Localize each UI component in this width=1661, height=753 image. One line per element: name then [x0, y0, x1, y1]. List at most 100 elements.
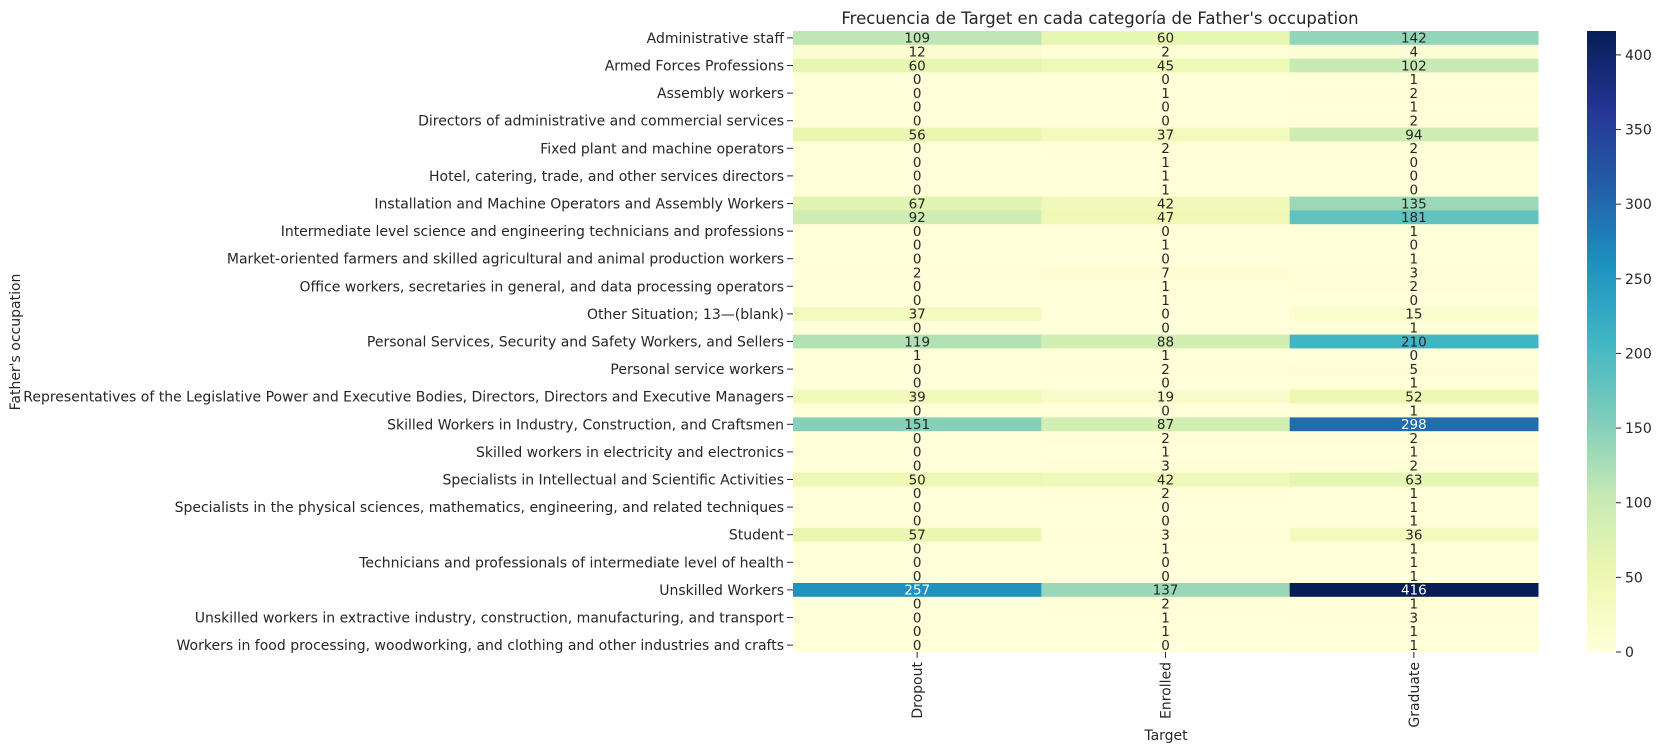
heatmap-cell	[1041, 376, 1291, 391]
colorbar-tick-label: 400	[1625, 48, 1652, 64]
heatmap-cell-label: 45	[1157, 58, 1174, 74]
y-tick-label: Armed Forces Professions	[605, 59, 784, 75]
heatmap-cell-label: 1	[1410, 321, 1419, 337]
chart-title: Frecuencia de Target en cada categoría d…	[841, 9, 1358, 28]
y-tick-label: Assembly workers	[657, 86, 784, 102]
heatmap-cell-label: 60	[1157, 31, 1174, 47]
heatmap-cell	[1041, 265, 1291, 280]
heatmap-cell	[793, 583, 1042, 598]
heatmap-cell	[793, 334, 1042, 349]
heatmap-cell	[793, 155, 1042, 170]
heatmap-cell	[1289, 224, 1539, 239]
y-axis-ticks: Administrative staff Armed Forces Profess…	[23, 31, 793, 654]
heatmap-cell-label: 0	[1161, 307, 1170, 323]
heatmap-cell	[1041, 624, 1291, 639]
heatmap-cell-label: 0	[913, 624, 922, 640]
heatmap-cell	[793, 610, 1042, 625]
heatmap-cell-label: 0	[913, 445, 922, 461]
heatmap-cell	[793, 293, 1042, 308]
heatmap-cell-label: 0	[1161, 100, 1170, 116]
heatmap-cell-label: 2	[1410, 141, 1419, 157]
x-tick-label: Dropout	[910, 661, 926, 718]
colorbar-tick-label: 100	[1625, 496, 1652, 512]
heatmap-cell-label: 0	[913, 114, 922, 130]
heatmap-cell	[1041, 141, 1291, 156]
heatmap-cell	[793, 169, 1042, 184]
heatmap-cell	[1289, 307, 1539, 322]
heatmap-cell	[793, 127, 1042, 142]
heatmap-cell	[1289, 293, 1539, 308]
heatmap-cell	[1041, 182, 1291, 198]
heatmap-cell	[793, 596, 1042, 612]
heatmap-cell-label: 0	[913, 169, 922, 185]
heatmap-cell-label: 1	[1410, 403, 1419, 419]
heatmap-cell-label: 42	[1157, 196, 1174, 212]
heatmap-cell-label: 1	[1410, 541, 1419, 557]
heatmap-cell	[1041, 293, 1291, 308]
heatmap-cell-label: 0	[1410, 293, 1419, 309]
heatmap-cell	[1289, 527, 1539, 543]
heatmap-cell-label: 0	[913, 541, 922, 557]
heatmap-cell-label: 0	[1161, 403, 1170, 419]
heatmap-cell	[1289, 638, 1539, 653]
heatmap-cell	[1289, 334, 1539, 349]
colorbar-gradient	[1587, 31, 1616, 652]
colorbar-tick-label: 350	[1625, 123, 1652, 139]
heatmap-cell	[1041, 72, 1291, 87]
heatmap-cell-label: 36	[1405, 528, 1422, 544]
heatmap-cell-label: 0	[913, 72, 922, 88]
heatmap-cell	[1041, 127, 1291, 142]
heatmap-cell-label: 92	[909, 210, 926, 226]
heatmap-cell-label: 50	[909, 472, 926, 488]
colorbar-tick-label: 250	[1625, 272, 1652, 288]
heatmap-cell-label: 3	[1410, 265, 1419, 281]
heatmap-cell-label: 37	[1157, 127, 1174, 143]
heatmap-cell-label: 0	[1161, 72, 1170, 88]
y-tick-label: Workers in food processing, woodworking,…	[177, 638, 784, 654]
heatmap-cells	[793, 31, 1539, 653]
heatmap-cell-label: 0	[913, 224, 922, 240]
y-tick-label: Skilled workers in electricity and elect…	[476, 445, 784, 461]
heatmap-cell	[1289, 182, 1539, 198]
heatmap-cell-label: 2	[1161, 486, 1170, 502]
heatmap-cell	[793, 251, 1042, 267]
heatmap-cell	[1041, 514, 1291, 529]
heatmap-cell	[793, 362, 1042, 377]
heatmap-cell-label: 0	[1161, 555, 1170, 571]
y-tick-label: Specialists in the physical sciences, ma…	[175, 500, 784, 516]
colorbar-tick-label: 150	[1625, 421, 1652, 437]
heatmap-cell	[1289, 376, 1539, 391]
heatmap-cell	[1041, 486, 1291, 501]
heatmap-cell-label: 0	[1410, 348, 1419, 364]
heatmap-cell	[1041, 610, 1291, 625]
heatmap-cell	[793, 527, 1042, 543]
y-tick-label: Unskilled Workers	[659, 583, 784, 599]
y-tick-label: Other Situation; 13—(blank)	[587, 307, 784, 323]
heatmap-cell-label: 0	[913, 100, 922, 116]
heatmap-cell	[1289, 155, 1539, 170]
y-tick-label: Intermediate level science and engineeri…	[281, 224, 784, 240]
heatmap-cell-label: 2	[1410, 279, 1419, 295]
heatmap-cell-label: 3	[1161, 528, 1170, 544]
colorbar-tick-label: 200	[1625, 346, 1652, 362]
heatmap-cell	[793, 210, 1042, 225]
heatmap-cell-label: 67	[909, 196, 926, 212]
heatmap-cell-label: 1	[1161, 610, 1170, 626]
x-axis-ticks: Dropout Enrolled Graduate	[910, 652, 1423, 728]
heatmap-cell-label: 0	[913, 569, 922, 585]
heatmap-cell-label: 60	[909, 58, 926, 74]
heatmap-cell-label: 0	[1410, 183, 1419, 199]
heatmap-cell	[1289, 417, 1539, 432]
x-axis-label: Target	[1143, 728, 1188, 744]
y-tick-label: Market-oriented farmers and skilled agri…	[227, 252, 784, 268]
heatmap-cell-label: 210	[1401, 334, 1427, 350]
y-tick-label: Directors of administrative and commerci…	[418, 114, 784, 130]
heatmap-cell-label: 0	[1161, 514, 1170, 530]
heatmap-cell	[1041, 100, 1291, 115]
heatmap-cell	[1289, 500, 1539, 515]
heatmap-cell-label: 57	[909, 528, 926, 544]
heatmap-cell	[793, 348, 1042, 363]
heatmap-cell	[1041, 113, 1291, 129]
heatmap-cell-label: 1	[1161, 541, 1170, 557]
heatmap-cell-label: 0	[913, 238, 922, 254]
